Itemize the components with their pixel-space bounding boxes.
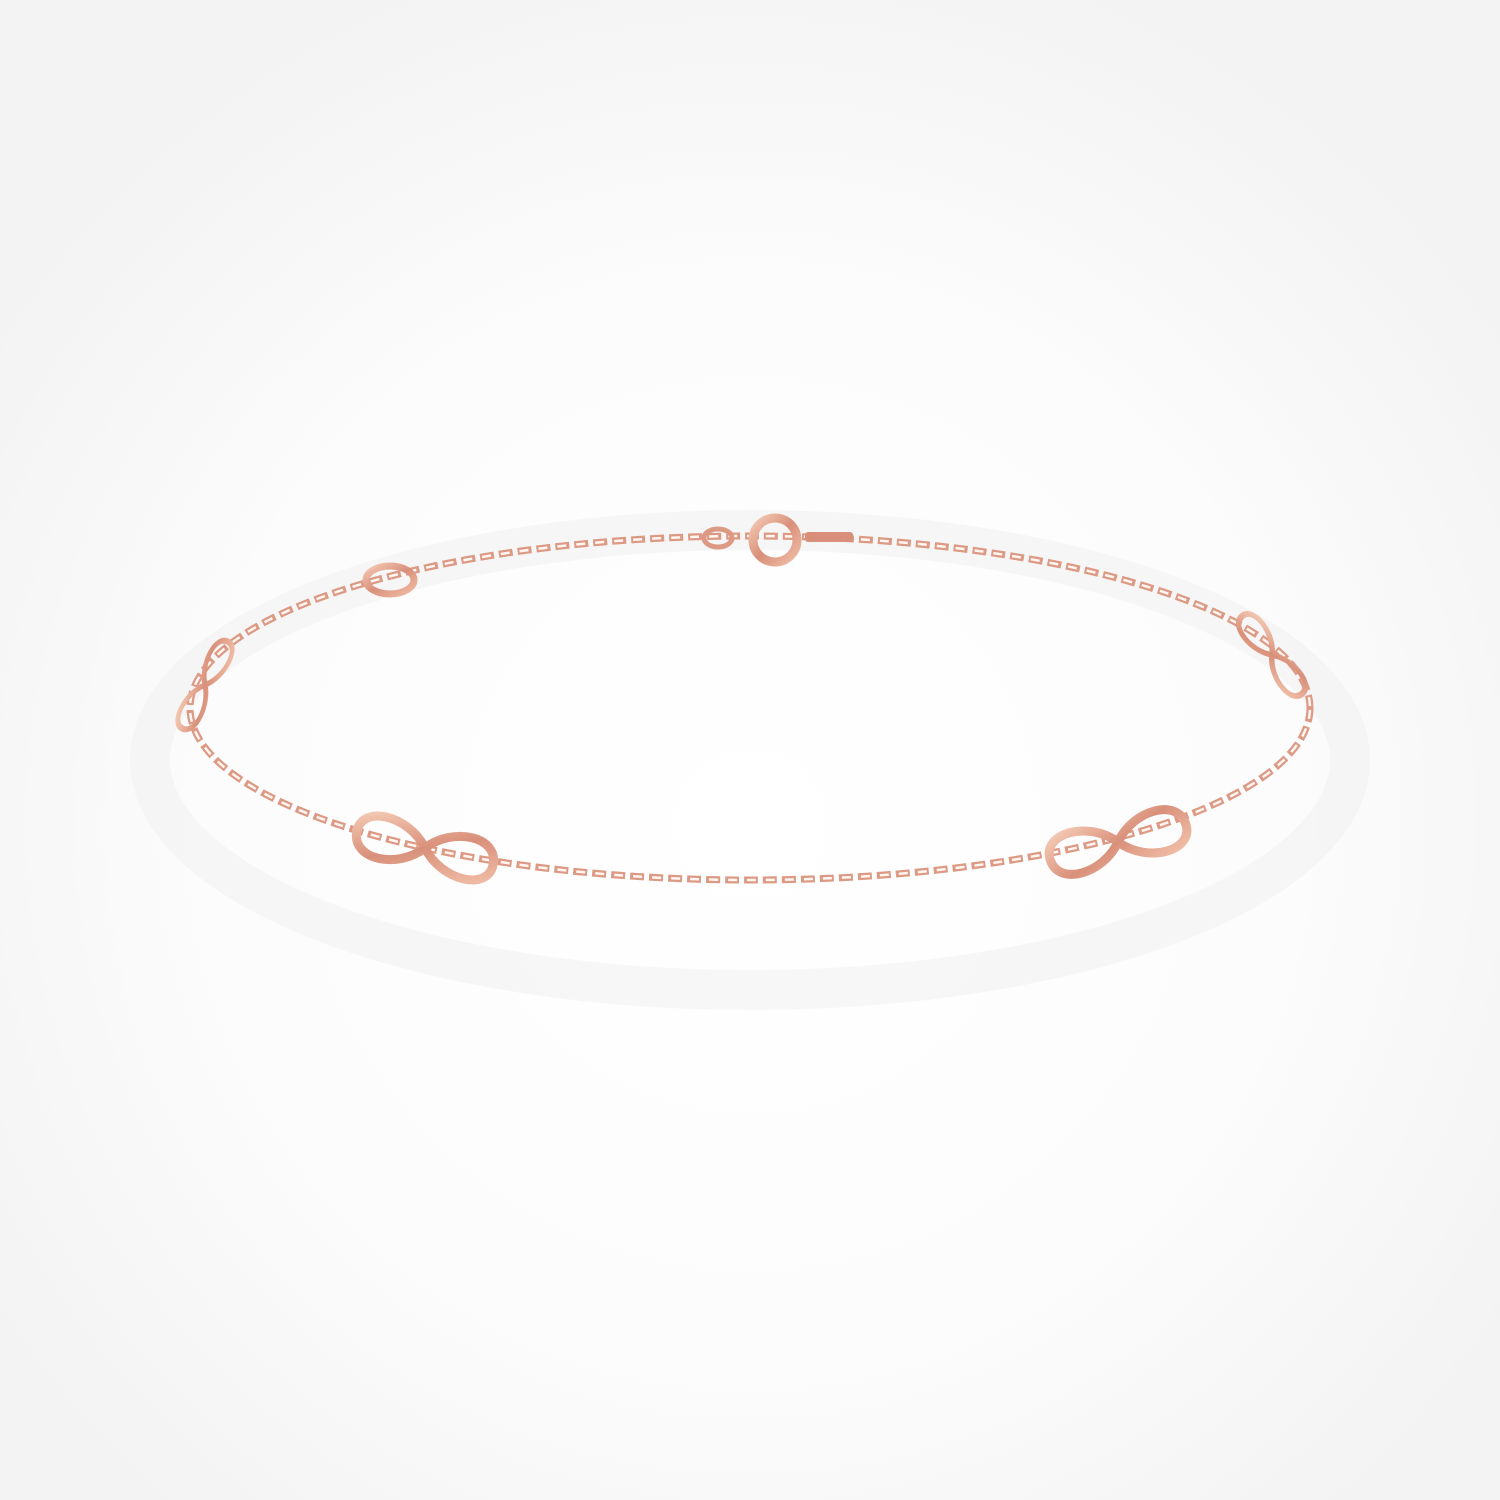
bracelet (174, 513, 1314, 886)
clasp (748, 513, 802, 567)
jump-ring (701, 526, 735, 550)
end-ring (362, 562, 418, 598)
shadow (130, 510, 1370, 1010)
clasp-tab (805, 532, 853, 542)
